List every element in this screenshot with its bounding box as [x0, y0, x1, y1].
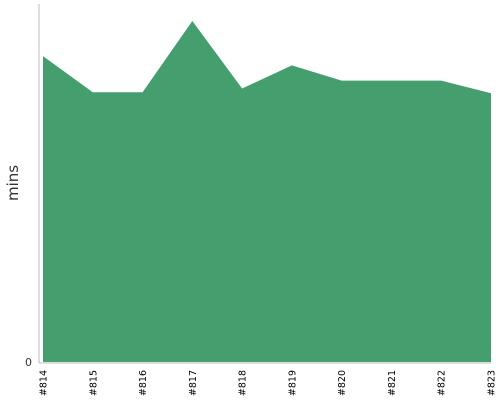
y-axis-title: mins: [4, 165, 22, 201]
x-tick-label: #821: [387, 370, 398, 396]
x-tick-label: #822: [437, 370, 448, 396]
x-tick-label: #823: [487, 370, 498, 396]
x-axis-ticks: #814 #815 #816 #817 #818 #819 #820 #821 #822 #823: [39, 370, 498, 396]
x-tick-label: #817: [188, 370, 199, 396]
x-tick-label: #819: [287, 370, 298, 396]
x-tick-label: #818: [238, 370, 249, 396]
plot-area: [43, 21, 491, 362]
x-tick-label: #814: [39, 370, 50, 396]
y-axis-ticks: 0: [25, 356, 32, 369]
x-tick-label: #816: [138, 370, 149, 396]
area-series: [43, 21, 491, 362]
y-tick-label: 0: [25, 356, 32, 369]
x-tick-label: #815: [88, 370, 99, 396]
x-tick-label: #820: [337, 370, 348, 396]
